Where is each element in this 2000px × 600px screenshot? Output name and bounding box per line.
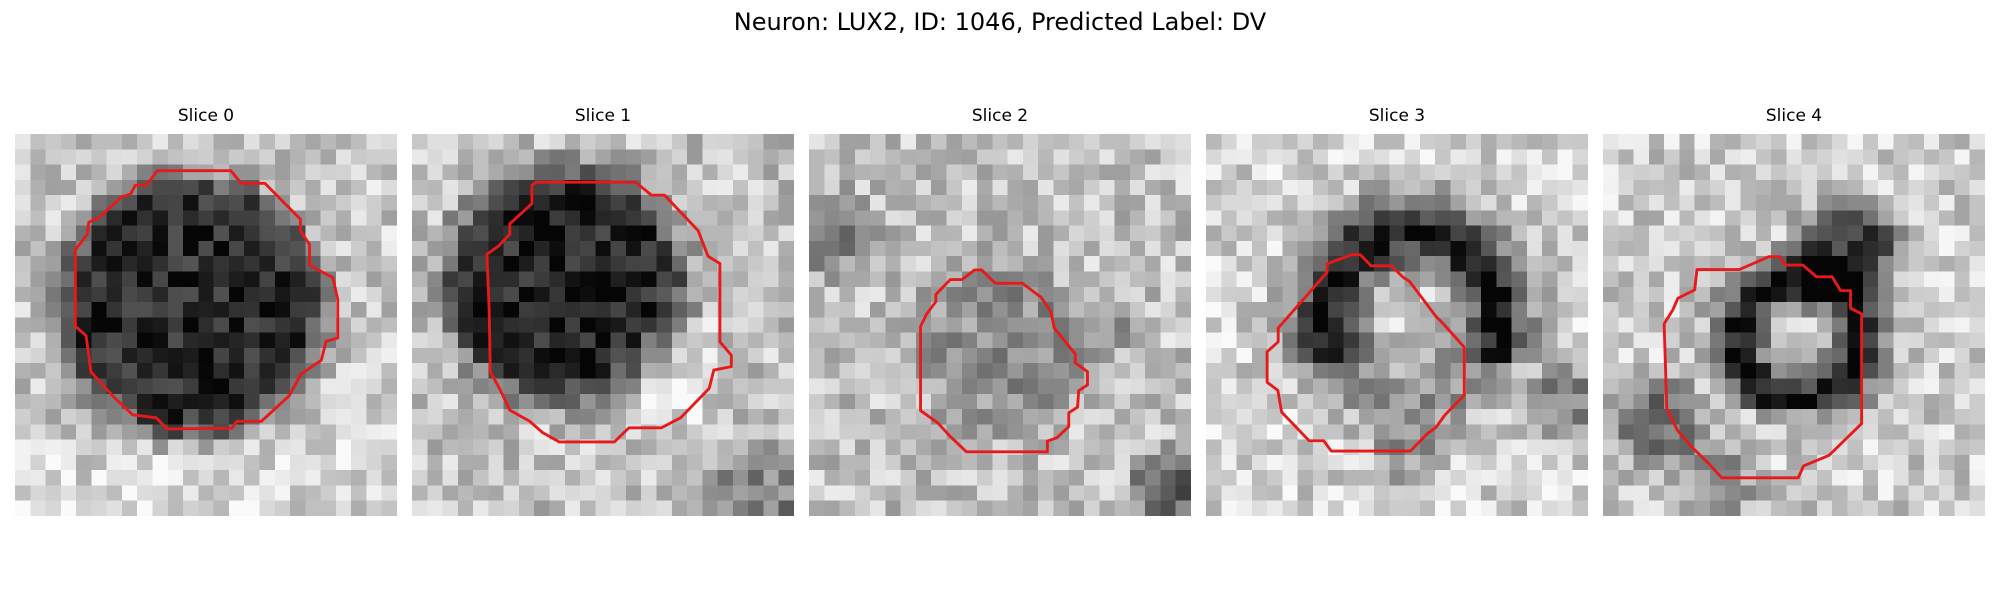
slice-title: Slice 0	[177, 106, 235, 126]
slice-image	[15, 134, 397, 516]
figure-title: Neuron: LUX2, ID: 1046, Predicted Label:…	[733, 8, 1267, 36]
cell-contour	[1265, 253, 1466, 453]
cell-contour	[73, 169, 340, 431]
slice-title: Slice 3	[1368, 106, 1426, 126]
slice-title: Slice 1	[574, 106, 632, 126]
slice-panel-3: Slice 3	[1206, 105, 1588, 516]
slice-panel-2: Slice 2	[809, 105, 1191, 516]
slice-image	[809, 134, 1191, 516]
slice-image	[1206, 134, 1588, 516]
slice-image	[1603, 134, 1985, 516]
slice-image	[412, 134, 794, 516]
pixel-grid	[1206, 134, 1588, 516]
pixel-grid	[15, 134, 397, 516]
pixel-grid	[1603, 134, 1985, 516]
cell-contour	[1662, 255, 1864, 480]
slice-panel-4: Slice 4	[1603, 105, 1985, 516]
slice-panel-0: Slice 0	[15, 105, 397, 516]
slice-title: Slice 2	[971, 106, 1029, 126]
pixel-grid	[412, 134, 794, 516]
slice-panel-1: Slice 1	[412, 105, 794, 516]
cell-contour	[919, 268, 1089, 454]
cell-contour	[485, 180, 733, 444]
slice-title: Slice 4	[1765, 106, 1823, 126]
pixel-grid	[809, 134, 1191, 516]
